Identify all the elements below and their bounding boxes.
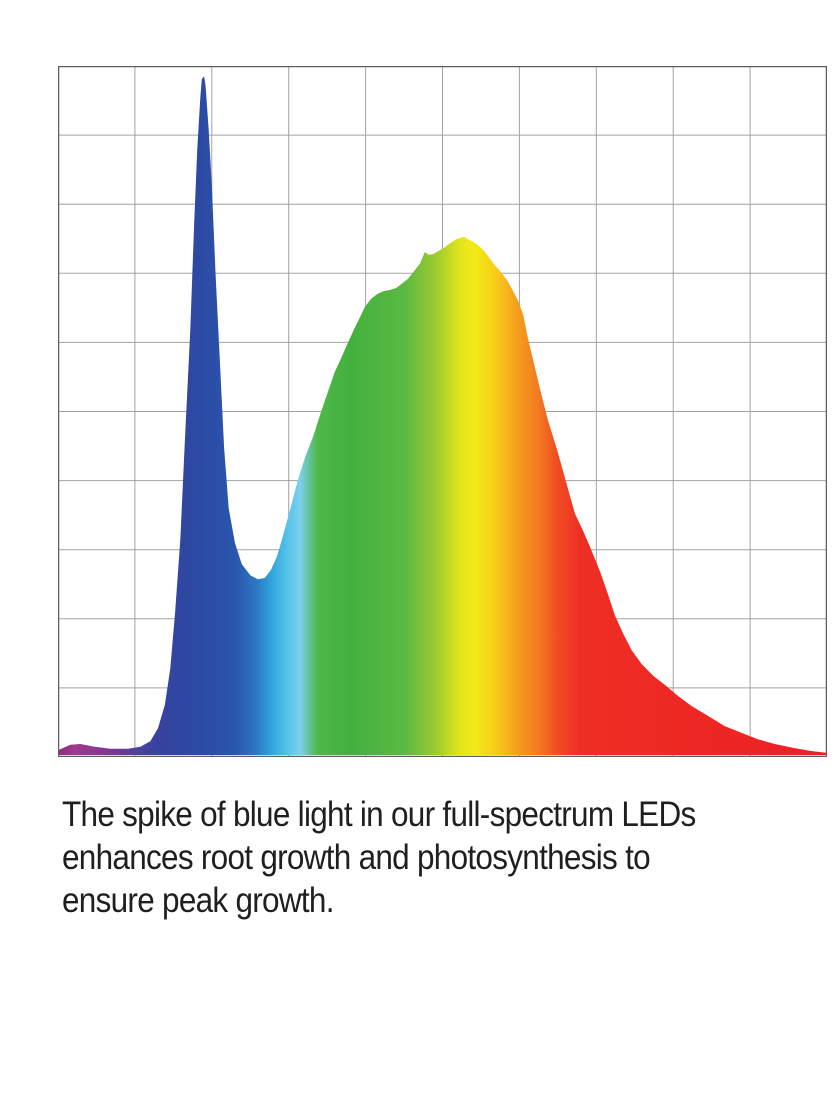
spectrum-area [58,76,827,756]
caption-line: enhances root growth and photosynthesis … [62,838,651,877]
spectrum-chart-figure [58,66,827,757]
caption-line: The spike of blue light in our full-spec… [62,795,696,834]
plot-border [58,66,827,757]
caption-text: The spike of blue light in our full-spec… [62,793,822,922]
caption-line: ensure peak growth. [62,881,334,920]
spectrum-chart [58,66,827,757]
